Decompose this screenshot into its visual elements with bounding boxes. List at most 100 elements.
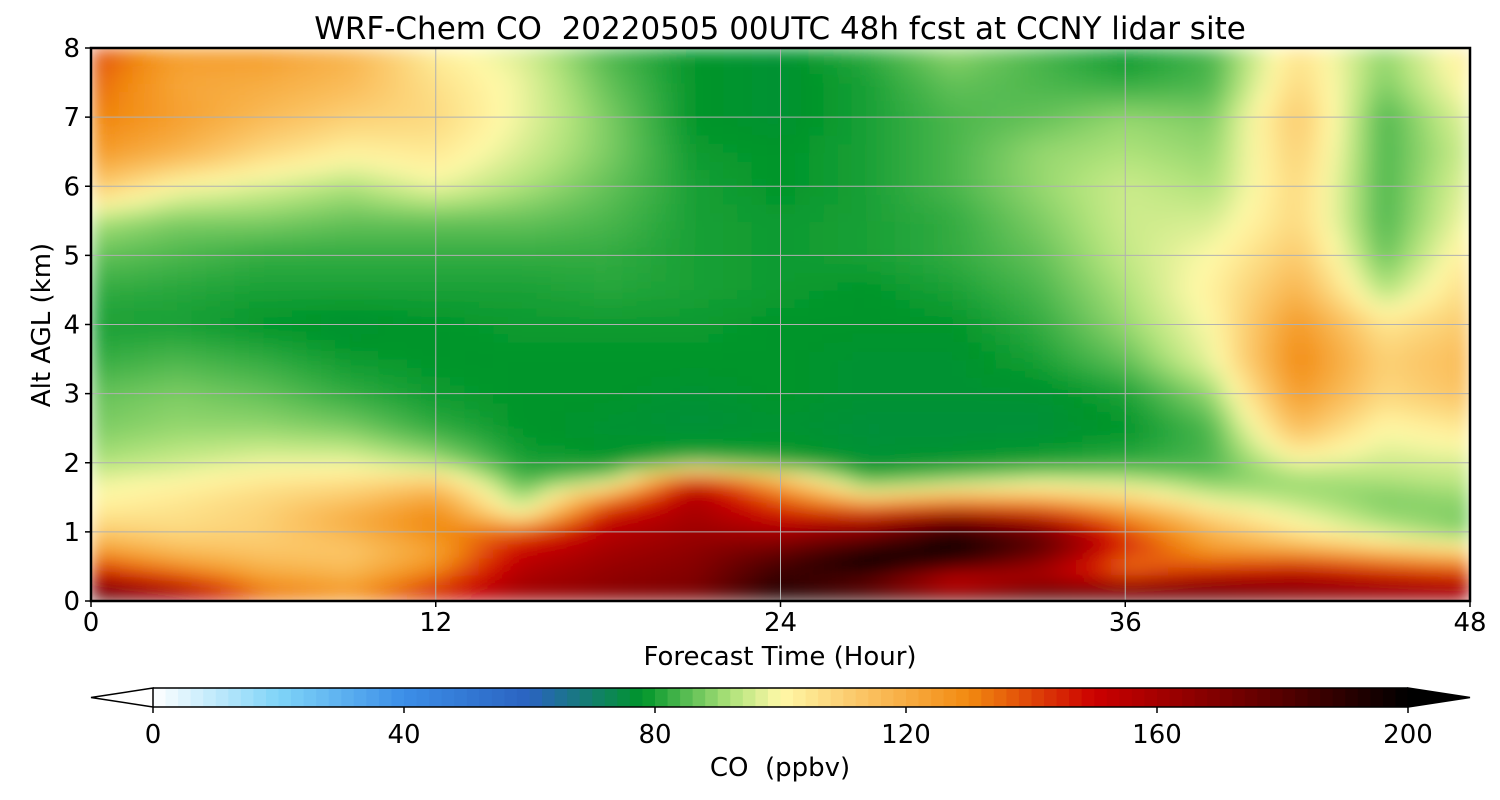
heatmap-cell: [1067, 341, 1083, 352]
heatmap-cell: [234, 592, 250, 601]
heatmap-cell: [1010, 428, 1026, 438]
heatmap-cell: [234, 575, 250, 585]
heatmap-cell: [249, 393, 265, 404]
heatmap-cell: [1441, 497, 1457, 507]
heatmap-cell: [335, 238, 351, 248]
heatmap-cell: [1340, 359, 1356, 369]
heatmap-cell: [177, 168, 193, 179]
heatmap-cell: [119, 298, 135, 309]
heatmap-cell: [1110, 514, 1127, 525]
heatmap-cell: [306, 583, 322, 594]
heatmap-cell: [981, 238, 997, 248]
heatmap-cell: [938, 246, 954, 257]
heatmap-cell: [1067, 376, 1083, 386]
heatmap-cell: [837, 428, 854, 438]
heatmap-cell: [1024, 376, 1040, 386]
heatmap-cell: [292, 298, 308, 309]
heatmap-cell: [780, 488, 796, 499]
heatmap-cell: [981, 454, 997, 464]
heatmap-cell: [1053, 557, 1069, 568]
heatmap-cell: [205, 480, 222, 490]
heatmap-cell: [780, 514, 796, 525]
heatmap-cell: [593, 203, 609, 213]
heatmap-cell: [1211, 238, 1227, 248]
heatmap-cell: [392, 160, 408, 170]
heatmap-cell: [378, 186, 394, 196]
heatmap-cell: [349, 264, 365, 274]
heatmap-cell: [1311, 514, 1328, 525]
heatmap-cell: [1383, 315, 1399, 326]
heatmap-cell: [1067, 497, 1083, 507]
heatmap-cell: [292, 497, 308, 507]
heatmap-cell: [1426, 410, 1443, 421]
heatmap-cell: [292, 523, 308, 533]
heatmap-cell: [134, 264, 150, 274]
heatmap-cell: [694, 359, 710, 369]
heatmap-cell: [1426, 523, 1443, 533]
heatmap-cell: [521, 359, 538, 369]
heatmap-cell: [536, 315, 552, 326]
heatmap-cell: [1426, 367, 1443, 378]
heatmap-cell: [392, 238, 408, 248]
heatmap-cell: [249, 177, 265, 188]
heatmap-cell: [737, 315, 753, 326]
heatmap-cell: [292, 341, 308, 352]
heatmap-cell: [794, 255, 811, 265]
heatmap-cell: [1211, 203, 1227, 213]
heatmap-cell: [723, 194, 739, 205]
heatmap-cell: [909, 583, 925, 594]
heatmap-cell: [191, 238, 207, 248]
heatmap-cell: [622, 540, 638, 550]
heatmap-cell: [1369, 497, 1385, 507]
heatmap-cell: [521, 488, 538, 499]
heatmap-cell: [435, 384, 451, 395]
heatmap-cell: [837, 298, 854, 309]
heatmap-cell: [1340, 168, 1356, 179]
heatmap-cell: [780, 557, 796, 568]
heatmap-cell: [981, 272, 997, 283]
heatmap-cell: [521, 376, 538, 386]
heatmap-cell: [1311, 393, 1328, 404]
heatmap-cell: [636, 402, 653, 412]
heatmap-cell: [565, 281, 581, 291]
heatmap-cell: [809, 445, 825, 455]
heatmap-cell: [536, 523, 552, 533]
heatmap-cell: [823, 194, 839, 205]
heatmap-cell: [378, 505, 394, 516]
heatmap-cell: [1326, 410, 1342, 421]
heatmap-cell: [292, 454, 308, 464]
heatmap-cell: [1441, 186, 1457, 196]
heatmap-cell: [1283, 350, 1299, 360]
heatmap-cell: [392, 341, 408, 352]
heatmap-cell: [1053, 497, 1069, 507]
heatmap-cell: [837, 557, 854, 568]
heatmap-cell: [1283, 367, 1299, 378]
heatmap-cell: [91, 160, 107, 170]
heatmap-cell: [521, 540, 538, 550]
heatmap-cell: [651, 384, 667, 395]
heatmap-cell: [91, 428, 107, 438]
heatmap-cell: [435, 488, 451, 499]
heatmap-cell: [450, 298, 466, 309]
heatmap-cell: [335, 480, 351, 490]
heatmap-cell: [1383, 255, 1399, 265]
heatmap-cell: [1010, 523, 1026, 533]
heatmap-cell: [938, 272, 954, 283]
heatmap-cell: [780, 229, 796, 239]
heatmap-cell: [1398, 410, 1414, 421]
heatmap-cell: [1110, 203, 1127, 213]
heatmap-cell: [1383, 151, 1399, 162]
heatmap-cell: [565, 462, 581, 473]
heatmap-cell: [837, 462, 854, 473]
heatmap-cell: [478, 186, 494, 196]
heatmap-cell: [1426, 488, 1443, 499]
heatmap-cell: [1268, 402, 1285, 412]
heatmap-cell: [521, 281, 538, 291]
heatmap-cell: [823, 531, 839, 542]
heatmap-cell: [651, 298, 667, 309]
heatmap-cell: [1311, 471, 1328, 481]
heatmap-cell: [521, 393, 538, 404]
heatmap-cell: [507, 315, 523, 326]
heatmap-cell: [622, 359, 638, 369]
heatmap-cell: [119, 194, 135, 205]
